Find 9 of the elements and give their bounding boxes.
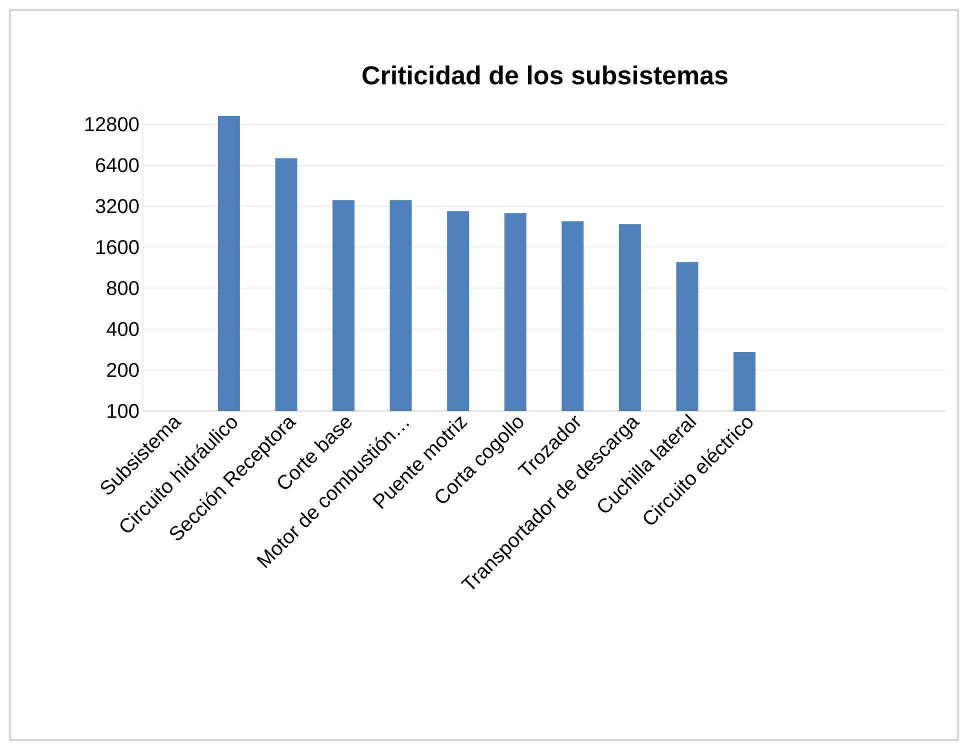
- y-tick-label: 3200: [96, 199, 139, 214]
- y-tick-label: 800: [106, 280, 139, 296]
- chart-title: Criticidad de los subsistemas: [362, 65, 728, 85]
- y-tick-label: 200: [107, 362, 139, 378]
- y-tick-label: 400: [106, 322, 139, 336]
- y-tick-label: 12800: [85, 117, 139, 132]
- y-tick-label: 1600: [96, 240, 139, 254]
- y-tick-label: 6400: [96, 158, 139, 172]
- y-tick-label: 100: [108, 404, 139, 418]
